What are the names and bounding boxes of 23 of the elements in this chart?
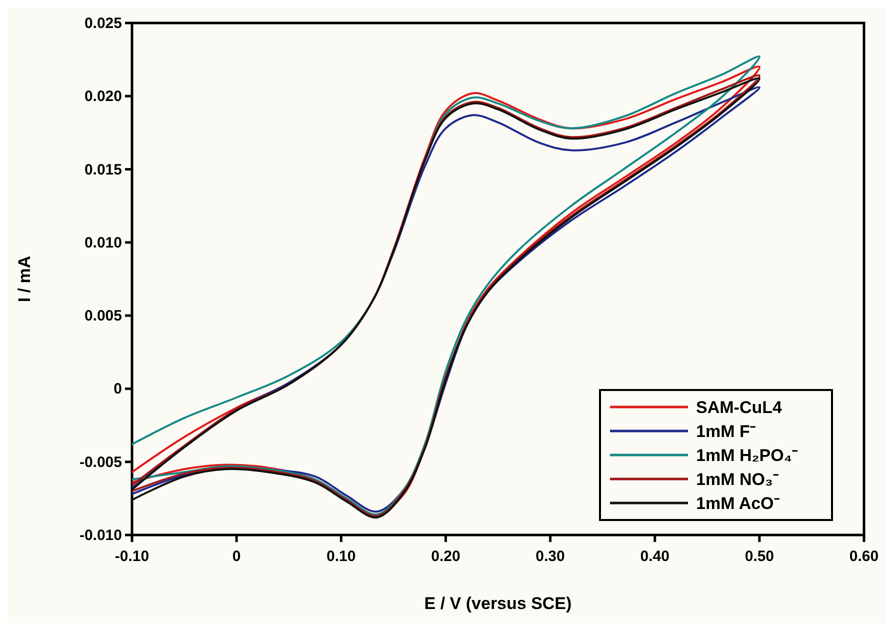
y-tick-label: 0 <box>114 380 122 398</box>
y-tick-label: 0.025 <box>84 15 122 32</box>
x-tick-label: 0.10 <box>326 548 356 565</box>
x-tick-label: 0.40 <box>640 548 670 565</box>
y-tick-label: 0.010 <box>84 234 122 252</box>
y-tick-label: -0.005 <box>79 454 122 471</box>
legend-label: 1mM AcO⁻ <box>696 494 780 513</box>
y-tick-label: 0.015 <box>84 161 122 178</box>
x-tick-label: 0.50 <box>744 548 774 565</box>
legend-label: 1mM NO₃⁻ <box>696 470 779 489</box>
x-tick-label: -0.10 <box>114 548 150 565</box>
x-tick-label: 0.30 <box>536 548 565 565</box>
legend-label: 1mM H₂PO₄⁻ <box>696 446 798 465</box>
y-tick-label: -0.010 <box>79 527 122 544</box>
x-tick-label: 0.20 <box>431 548 460 565</box>
legend-label: 1mM F⁻ <box>696 422 756 441</box>
x-tick-label: 0.60 <box>849 548 879 565</box>
y-axis-title: I / mA <box>15 256 34 302</box>
legend-label: SAM-CuL4 <box>696 398 782 417</box>
x-tick-label: 0 <box>232 548 241 565</box>
x-axis-title: E / V (versus SCE) <box>424 594 572 613</box>
y-tick-label: 0.020 <box>84 88 122 106</box>
y-tick-label: 0.005 <box>84 308 122 325</box>
